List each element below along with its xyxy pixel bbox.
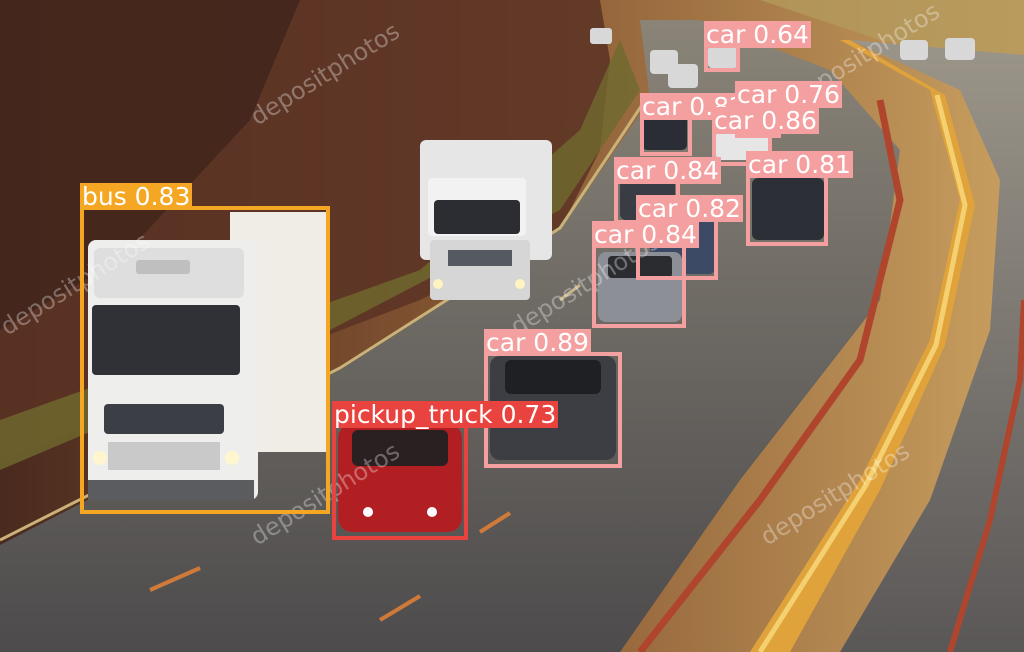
detection-box-car[interactable]: car 0.84 — [614, 157, 721, 224]
detection-label: car 0.81 — [746, 150, 853, 179]
detection-box-car[interactable]: car 0.81 — [746, 151, 853, 246]
detection-label: car 0.89 — [484, 328, 591, 357]
detection-label: car 0.76 — [735, 80, 842, 109]
detection-label: bus 0.83 — [80, 182, 193, 211]
detection-label: car 0.84 — [592, 220, 699, 249]
detection-box-car[interactable]: car 0.76 — [735, 81, 842, 138]
detection-box-car[interactable]: car 0.82 — [636, 195, 743, 280]
detection-box-car[interactable]: car 0.64 — [704, 21, 811, 72]
detection-label: car 0.82 — [636, 194, 743, 223]
detection-box-car[interactable]: car 0.82 — [640, 93, 747, 156]
detection-box-car[interactable]: car 0.84 — [592, 221, 699, 328]
detection-label: car 0.84 — [614, 156, 721, 185]
detection-label: car 0.64 — [704, 20, 811, 49]
detection-box-pickup-truck[interactable]: pickup_truck 0.73 — [332, 401, 559, 540]
detection-box-car[interactable]: car 0.86 — [712, 107, 819, 166]
detection-label: pickup_truck 0.73 — [332, 400, 559, 429]
detection-box-bus[interactable]: bus 0.83 — [80, 183, 330, 514]
detection-label: car 0.86 — [712, 106, 819, 135]
detection-box-car[interactable]: car 0.89 — [484, 329, 622, 468]
